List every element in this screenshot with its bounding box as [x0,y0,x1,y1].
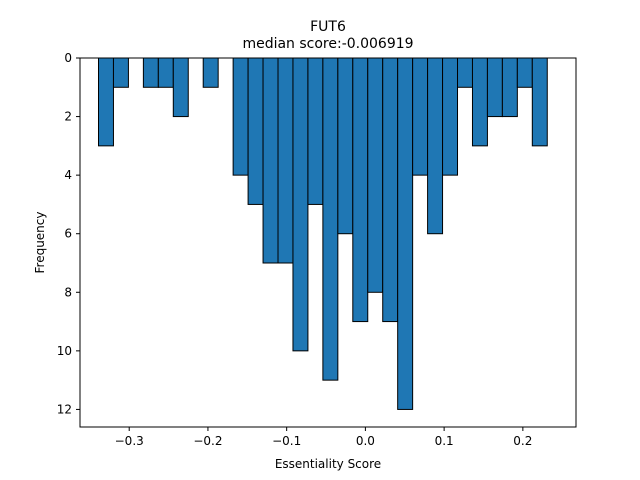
histogram-bar-12 [277,57,294,264]
y-axis-label: Frequency [33,212,47,274]
histogram-bar-3 [142,57,159,88]
histogram-bar-25 [471,57,488,147]
x-axis-ticks: −0.3 −0.2 −0.1 0.0 0.1 0.2 [115,427,532,448]
x-tick-label: 0.0 [356,434,375,448]
histogram-bar-23 [442,57,459,176]
bars-group [98,57,548,410]
x-axis-label: Essentiality Score [275,457,381,471]
histogram-bar-16 [337,57,354,235]
histogram-bar-1 [112,57,129,88]
x-tick-label: 0.2 [513,434,532,448]
histogram-bar-7 [202,57,219,88]
histogram-bar-5 [172,57,189,118]
histogram-bar-20 [397,57,414,410]
y-tick-label: 12 [57,402,72,416]
x-tick-label: 0.1 [435,434,454,448]
chart-subtitle: median score:-0.006919 [242,36,413,52]
histogram-bar-14 [307,57,324,205]
histogram-bar-17 [352,57,369,323]
y-tick-label: 10 [57,344,72,358]
y-tick-label: 0 [64,51,72,65]
histogram-bar-9 [232,57,249,176]
y-tick-label: 4 [64,168,72,182]
histogram-bar-15 [322,57,339,381]
histogram-bar-29 [531,57,548,147]
histogram-bar-0 [98,57,114,147]
histogram-bar-26 [486,57,503,118]
histogram-bar-11 [262,57,279,264]
y-tick-label: 2 [64,110,72,124]
y-axis-ticks: 0 2 4 6 8 10 12 [57,51,80,416]
histogram-bar-21 [412,57,429,176]
x-tick-label: −0.3 [115,434,144,448]
x-tick-label: −0.1 [272,434,301,448]
histogram-bar-28 [516,57,533,88]
y-tick-label: 8 [64,285,72,299]
histogram-bar-13 [292,57,309,352]
histogram-bar-24 [457,57,473,88]
histogram-bar-22 [427,57,444,235]
histogram-bar-18 [367,57,384,293]
y-tick-label: 6 [64,227,72,241]
histogram-bar-27 [501,57,518,118]
chart-title: FUT6 [310,19,346,35]
histogram-bar-19 [382,57,399,323]
x-tick-label: −0.2 [193,434,222,448]
plot-frame [79,57,577,428]
histogram-bar-10 [247,57,264,205]
histogram-bar-4 [157,57,174,88]
